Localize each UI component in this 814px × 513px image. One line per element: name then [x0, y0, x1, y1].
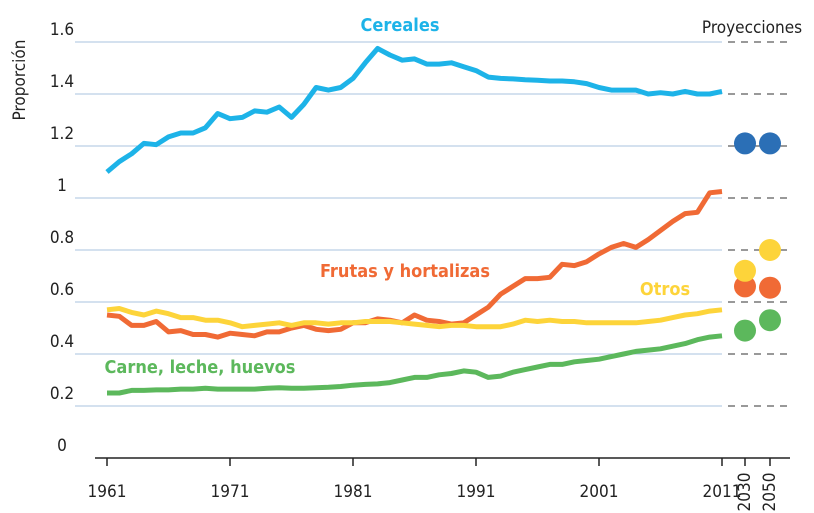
series-line [105, 46, 723, 174]
x-tick-label: 1971 [211, 482, 250, 502]
y-tick-label: 1.2 [50, 124, 74, 144]
y-tick-label: 0.4 [50, 332, 74, 352]
projection-label: Proyecciones [702, 18, 802, 38]
series-label: Cereales [361, 15, 440, 36]
projection-dot [759, 309, 781, 332]
y-tick-label: 0.8 [50, 228, 74, 248]
projection-dot [759, 276, 781, 299]
y-tick-label: 0.2 [50, 384, 74, 404]
series-line [106, 189, 723, 340]
x-tick-label: 2011 [703, 482, 742, 502]
projection-dot [759, 132, 781, 155]
projection-dot [734, 132, 756, 155]
y-axis-label: Proporción [10, 40, 30, 121]
y-tick-label: 0 [57, 436, 67, 456]
series-line [106, 306, 723, 330]
projection-dot [759, 239, 781, 261]
projection-tick-label: 2030 [735, 473, 755, 512]
x-tick-label: 1991 [457, 482, 496, 502]
series-label: Carne, leche, huevos [105, 357, 296, 378]
y-tick-label: 1.4 [50, 72, 74, 92]
projection-dot [734, 275, 756, 298]
series-line [107, 333, 723, 396]
y-tick-label: 1.6 [50, 20, 74, 40]
projection-dot [734, 259, 756, 282]
series-label: Frutas y hortalizas [320, 261, 490, 282]
series-label: Otros [640, 279, 690, 300]
projection-tick-label: 2050 [760, 473, 780, 512]
x-tick-label: 1981 [334, 482, 373, 502]
x-tick-label: 1961 [88, 482, 127, 502]
y-tick-label: 1 [57, 176, 67, 196]
y-tick-label: 0.6 [50, 280, 74, 300]
x-tick-label: 2001 [580, 482, 619, 502]
projection-dot [734, 319, 756, 342]
